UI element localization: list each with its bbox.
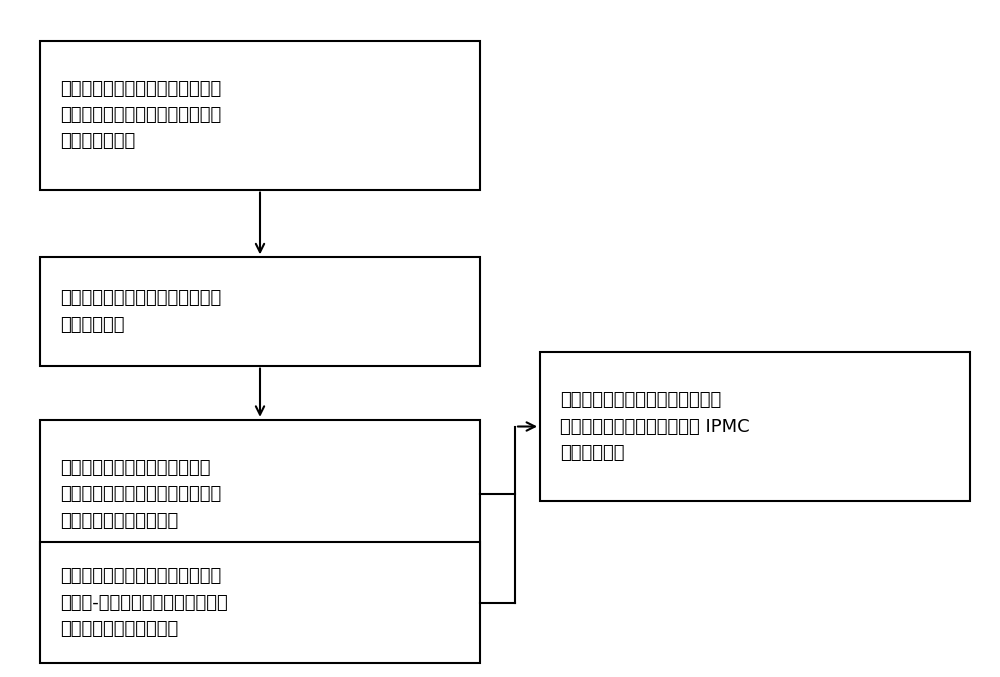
FancyBboxPatch shape [40,542,480,663]
Text: 将碳氮前驱体和葡萄糖研磨均匀并
加热，以得到石墨相碳氮和二维纳
米碳片的复合物: 将碳氮前驱体和葡萄糖研磨均匀并 加热，以得到石墨相碳氮和二维纳 米碳片的复合物 [60,80,221,150]
Text: 对复合物进行加热，以得到多孔碳
氮二维纳米片: 对复合物进行加热，以得到多孔碳 氮二维纳米片 [60,289,221,334]
Text: 将支撑离子液体高聚物或聚（环氧
乙烷）-丁腈橡胶互穿结构置于离子
液体中，以形成电解质层: 将支撑离子液体高聚物或聚（环氧 乙烷）-丁腈橡胶互穿结构置于离子 液体中，以形成… [60,567,228,638]
FancyBboxPatch shape [40,41,480,190]
FancyBboxPatch shape [540,352,970,501]
Text: 将电解质层置于两片多孔碳氮二维
纳米片膜中，并通过热压形成 IPMC
电化学驱动器: 将电解质层置于两片多孔碳氮二维 纳米片膜中，并通过热压形成 IPMC 电化学驱动… [560,391,750,462]
Text: 将多孔碳氮二维纳米片制成分散
液，并将分散液置于衬底上，以形
成多孔碳氮二维纳米片膜: 将多孔碳氮二维纳米片制成分散 液，并将分散液置于衬底上，以形 成多孔碳氮二维纳米… [60,459,221,529]
FancyBboxPatch shape [40,420,480,569]
FancyBboxPatch shape [40,257,480,366]
